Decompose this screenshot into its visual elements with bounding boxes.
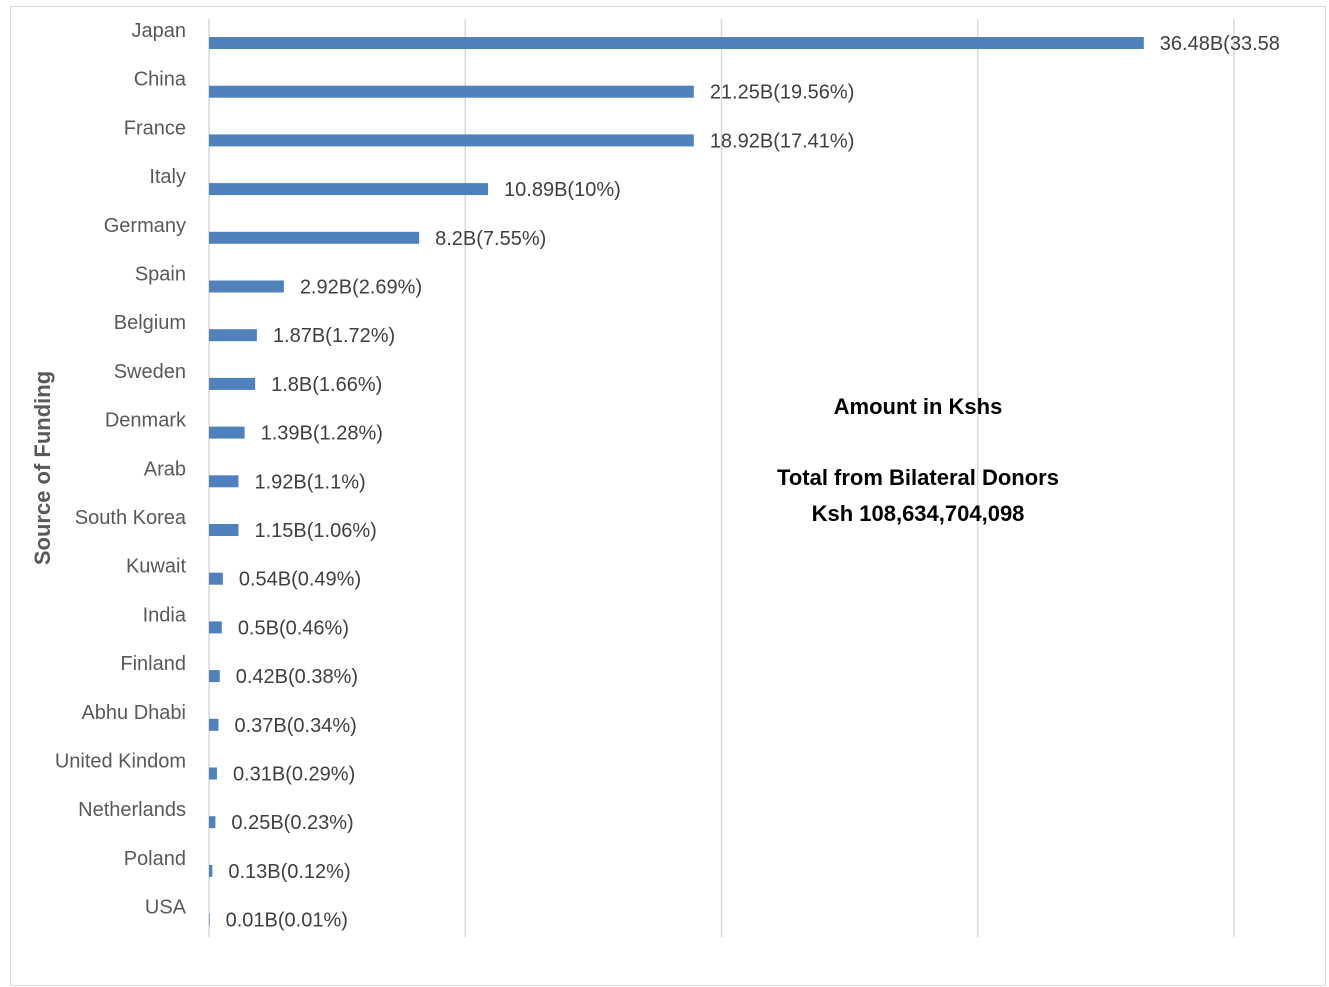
category-label: Kuwait: [126, 556, 186, 578]
data-label: 1.15B(1.06%): [254, 520, 376, 542]
bar-france: [209, 134, 694, 147]
annotation-amount: Amount in Kshs: [834, 394, 1003, 419]
bar-abhu-dhabi: [209, 718, 219, 731]
bar-usa: [209, 913, 210, 926]
category-label: Arab: [144, 458, 186, 480]
bar-japan: [209, 37, 1144, 49]
bar-finland: [209, 670, 220, 683]
category-labels: Japan China France Italy Germany Spain Belgium…: [55, 20, 187, 919]
bar-italy: [209, 183, 489, 196]
category-label: Sweden: [114, 361, 186, 383]
bar-kuwait: [209, 572, 223, 585]
category-label: Belgium: [114, 312, 186, 334]
category-label: China: [134, 69, 187, 91]
category-label: India: [143, 604, 187, 626]
chart-frame: Japan China France Italy Germany Spain Belgium…: [10, 6, 1326, 986]
bar-poland: [209, 864, 213, 877]
data-label: 0.37B(0.34%): [234, 715, 356, 737]
bars: [209, 37, 1144, 926]
data-label: 1.39B(1.28%): [261, 423, 383, 445]
data-label: 21.25B(19.56%): [710, 82, 855, 104]
bar-india: [209, 621, 222, 634]
bar-arab: [209, 475, 239, 488]
category-label: Japan: [132, 20, 187, 42]
category-label: United Kindom: [55, 751, 186, 773]
data-label: 0.31B(0.29%): [233, 764, 355, 786]
data-label: 0.5B(0.46%): [238, 617, 349, 639]
data-label: 0.13B(0.12%): [228, 861, 350, 883]
category-label: Poland: [124, 848, 186, 870]
bar-china: [209, 85, 694, 98]
category-label: Netherlands: [78, 799, 186, 821]
data-label: 1.92B(1.1%): [254, 471, 365, 493]
bar-denmark: [209, 426, 245, 439]
category-label: France: [124, 117, 186, 139]
category-label: Abhu Dhabi: [81, 702, 186, 724]
bar-netherlands: [209, 816, 216, 829]
data-label: 10.89B(10%): [504, 179, 621, 201]
data-label: 0.01B(0.01%): [226, 910, 348, 932]
data-labels: 36.48B(33.58 21.25B(19.56%) 18.92B(17.41%)…: [226, 33, 1280, 932]
data-label: 36.48B(33.58: [1160, 33, 1280, 55]
bar-united-kindom: [209, 767, 217, 780]
category-label: Finland: [120, 653, 186, 675]
category-label: Germany: [104, 215, 186, 237]
data-label: 1.8B(1.66%): [271, 374, 382, 396]
data-label: 2.92B(2.69%): [300, 277, 422, 299]
bar-germany: [209, 231, 420, 244]
category-label: Spain: [135, 264, 186, 286]
category-label: USA: [145, 897, 187, 919]
bar-sweden: [209, 377, 256, 390]
data-label: 18.92B(17.41%): [710, 130, 855, 152]
category-label: Italy: [149, 166, 186, 188]
bar-south-korea: [209, 524, 239, 536]
bar-belgium: [209, 329, 257, 342]
annotation-total-value: Ksh 108,634,704,098: [812, 501, 1025, 526]
data-label: 0.42B(0.38%): [236, 666, 358, 688]
bar-chart: Japan China France Italy Germany Spain Belgium…: [30, 19, 1280, 937]
data-label: 8.2B(7.55%): [435, 228, 546, 250]
annotation-total-title: Total from Bilateral Donors: [777, 465, 1059, 490]
category-label: Denmark: [105, 410, 187, 432]
y-axis-title: Source of Funding: [30, 371, 55, 565]
gridlines: [208, 19, 1235, 937]
data-label: 1.87B(1.72%): [273, 325, 395, 347]
category-label: South Korea: [75, 507, 187, 529]
data-label: 0.25B(0.23%): [231, 812, 353, 834]
data-label: 0.54B(0.49%): [239, 569, 361, 591]
bar-spain: [209, 280, 284, 293]
